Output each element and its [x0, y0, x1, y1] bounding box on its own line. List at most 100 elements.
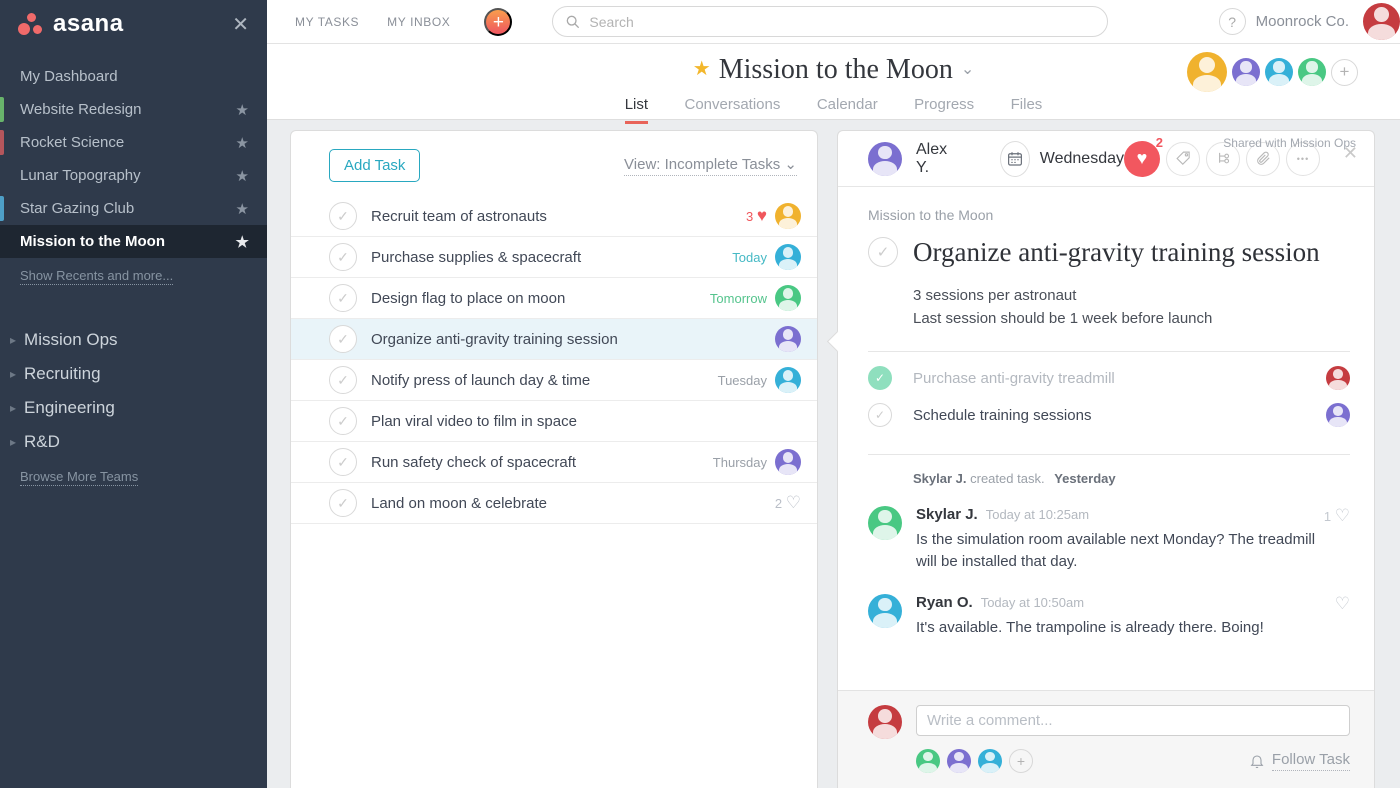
caret-right-icon[interactable]: ▸: [10, 435, 17, 449]
task-check-circle[interactable]: ✓: [329, 243, 357, 271]
search-box[interactable]: [552, 6, 1109, 37]
attachment-button[interactable]: [1246, 141, 1280, 176]
star-icon[interactable]: ★: [235, 134, 249, 152]
help-icon[interactable]: ?: [1218, 8, 1246, 35]
task-check-circle[interactable]: ✓: [329, 407, 357, 435]
tab-files[interactable]: Files: [1010, 96, 1043, 113]
task-check-circle[interactable]: ✓: [329, 448, 357, 476]
assignee-name[interactable]: Alex Y.: [916, 140, 948, 176]
task-assignee-avatar[interactable]: [775, 449, 801, 475]
task-check-circle[interactable]: ✓: [329, 202, 357, 230]
show-recents-link[interactable]: Show Recents and more...: [20, 268, 174, 285]
current-user-avatar[interactable]: [1363, 3, 1400, 40]
subtask-check-done[interactable]: ✓: [868, 366, 892, 391]
view-filter-dropdown[interactable]: View: Incomplete Tasks ⌄: [624, 155, 797, 176]
due-date-button[interactable]: [999, 140, 1030, 177]
heart-outline-icon: ♡: [1334, 593, 1350, 613]
follower-avatar[interactable]: [916, 749, 940, 773]
comment-author-avatar[interactable]: [868, 593, 902, 628]
subtask-row[interactable]: ✓ Schedule training sessions: [868, 397, 1350, 434]
task-assignee-avatar[interactable]: [775, 285, 801, 311]
task-assignee-avatar[interactable]: [775, 244, 801, 270]
add-member-button[interactable]: +: [1331, 58, 1358, 86]
task-assignee-avatar[interactable]: [775, 367, 801, 393]
task-row[interactable]: ✓ Purchase supplies & spacecraft Today: [291, 237, 817, 278]
member-avatar[interactable]: [1187, 52, 1227, 92]
sidebar-item-rocket-science[interactable]: Rocket Science ★: [0, 126, 267, 159]
tag-button[interactable]: [1166, 141, 1200, 176]
star-icon[interactable]: ★: [235, 101, 249, 119]
task-check-circle[interactable]: ✓: [329, 366, 357, 394]
add-task-button[interactable]: Add Task: [329, 149, 421, 182]
quick-add-button[interactable]: +: [484, 7, 513, 36]
subtasks-button[interactable]: [1206, 141, 1240, 176]
add-follower-button[interactable]: +: [1009, 749, 1033, 773]
task-row-selected[interactable]: ✓ Organize anti-gravity training session: [291, 319, 817, 360]
task-description[interactable]: 3 sessions per astronaut Last session sh…: [913, 287, 1213, 328]
tab-list[interactable]: List: [624, 96, 649, 124]
close-detail-icon[interactable]: ✕: [1342, 143, 1358, 163]
task-row[interactable]: ✓ Run safety check of spacecraft Thursda…: [291, 442, 817, 483]
subtask-assignee-avatar[interactable]: [1326, 366, 1350, 391]
task-check-circle[interactable]: ✓: [329, 325, 357, 353]
task-assignee-avatar[interactable]: [775, 203, 801, 229]
task-row[interactable]: ✓ Notify press of launch day & time Tues…: [291, 360, 817, 401]
task-check-circle[interactable]: ✓: [329, 489, 357, 517]
sidebar-item-mission-to-the-moon[interactable]: Mission to the Moon ★: [0, 225, 267, 258]
my-inbox-tab[interactable]: MY INBOX: [387, 14, 451, 29]
org-name[interactable]: Moonrock Co.: [1255, 13, 1349, 30]
sidebar-item-my-dashboard[interactable]: My Dashboard: [20, 68, 118, 85]
task-row[interactable]: ✓ Design flag to place on moon Tomorrow: [291, 278, 817, 319]
tab-progress[interactable]: Progress: [914, 96, 975, 113]
sidebar-collapse-icon[interactable]: ✕: [232, 13, 249, 36]
task-row[interactable]: ✓ Plan viral video to film in space: [291, 401, 817, 442]
team-rnd[interactable]: ▸ R&D: [10, 432, 60, 451]
follow-task-button[interactable]: Follow Task: [1249, 751, 1350, 771]
subtask-row[interactable]: ✓ Purchase anti-gravity treadmill: [868, 360, 1350, 397]
my-tasks-tab[interactable]: MY TASKS: [295, 14, 360, 29]
more-options-button[interactable]: •••: [1286, 141, 1320, 176]
task-assignee-avatar[interactable]: [775, 326, 801, 352]
task-hearts[interactable]: 3 ♥: [746, 206, 767, 225]
tab-calendar[interactable]: Calendar: [816, 96, 878, 113]
member-avatar[interactable]: [1232, 58, 1260, 86]
sidebar-item-website-redesign[interactable]: Website Redesign ★: [0, 93, 267, 126]
comment-input[interactable]: [916, 705, 1350, 736]
subtask-check-circle[interactable]: ✓: [868, 403, 892, 428]
sidebar-item-star-gazing-club[interactable]: Star Gazing Club ★: [0, 192, 267, 225]
detail-project-label[interactable]: Mission to the Moon: [868, 207, 994, 223]
follower-avatar[interactable]: [978, 749, 1002, 773]
subtask-assignee-avatar[interactable]: [1326, 403, 1350, 428]
project-star-icon[interactable]: ★: [692, 58, 711, 80]
sidebar-item-lunar-topography[interactable]: Lunar Topography ★: [20, 167, 249, 185]
task-row[interactable]: ✓ Recruit team of astronauts 3 ♥: [291, 196, 817, 237]
dots-icon: •••: [1296, 153, 1310, 164]
comment-like-button[interactable]: 1 ♡: [1323, 505, 1350, 525]
browse-more-teams-link[interactable]: Browse More Teams: [20, 469, 139, 486]
like-button[interactable]: ♥ 2: [1124, 135, 1163, 177]
caret-right-icon[interactable]: ▸: [10, 367, 17, 381]
task-row[interactable]: ✓ Land on moon & celebrate 2 ♡: [291, 483, 817, 524]
project-menu-chevron-icon[interactable]: ⌄: [960, 61, 975, 78]
task-check-circle[interactable]: ✓: [329, 284, 357, 312]
caret-right-icon[interactable]: ▸: [10, 333, 17, 347]
detail-task-title[interactable]: Organize anti-gravity training session: [913, 237, 1320, 267]
follower-avatar[interactable]: [947, 749, 971, 773]
team-recruiting[interactable]: ▸ Recruiting: [10, 364, 101, 383]
comment-like-button[interactable]: ♡: [1335, 594, 1350, 640]
search-input[interactable]: [589, 13, 1070, 30]
star-icon[interactable]: ★: [235, 200, 249, 218]
due-day-label[interactable]: Wednesday: [1039, 149, 1124, 167]
tab-conversations[interactable]: Conversations: [684, 96, 781, 113]
star-icon[interactable]: ★: [235, 233, 249, 251]
team-mission-ops[interactable]: ▸ Mission Ops: [10, 330, 118, 349]
member-avatar[interactable]: [1265, 58, 1293, 86]
comment-author-avatar[interactable]: [868, 505, 902, 540]
member-avatar[interactable]: [1298, 58, 1326, 86]
star-icon[interactable]: ★: [235, 167, 249, 185]
task-hearts[interactable]: 2 ♡: [774, 493, 801, 512]
team-engineering[interactable]: ▸ Engineering: [10, 398, 115, 417]
assignee-avatar[interactable]: [868, 141, 902, 176]
caret-right-icon[interactable]: ▸: [10, 401, 17, 415]
detail-check-circle[interactable]: ✓: [868, 237, 898, 267]
